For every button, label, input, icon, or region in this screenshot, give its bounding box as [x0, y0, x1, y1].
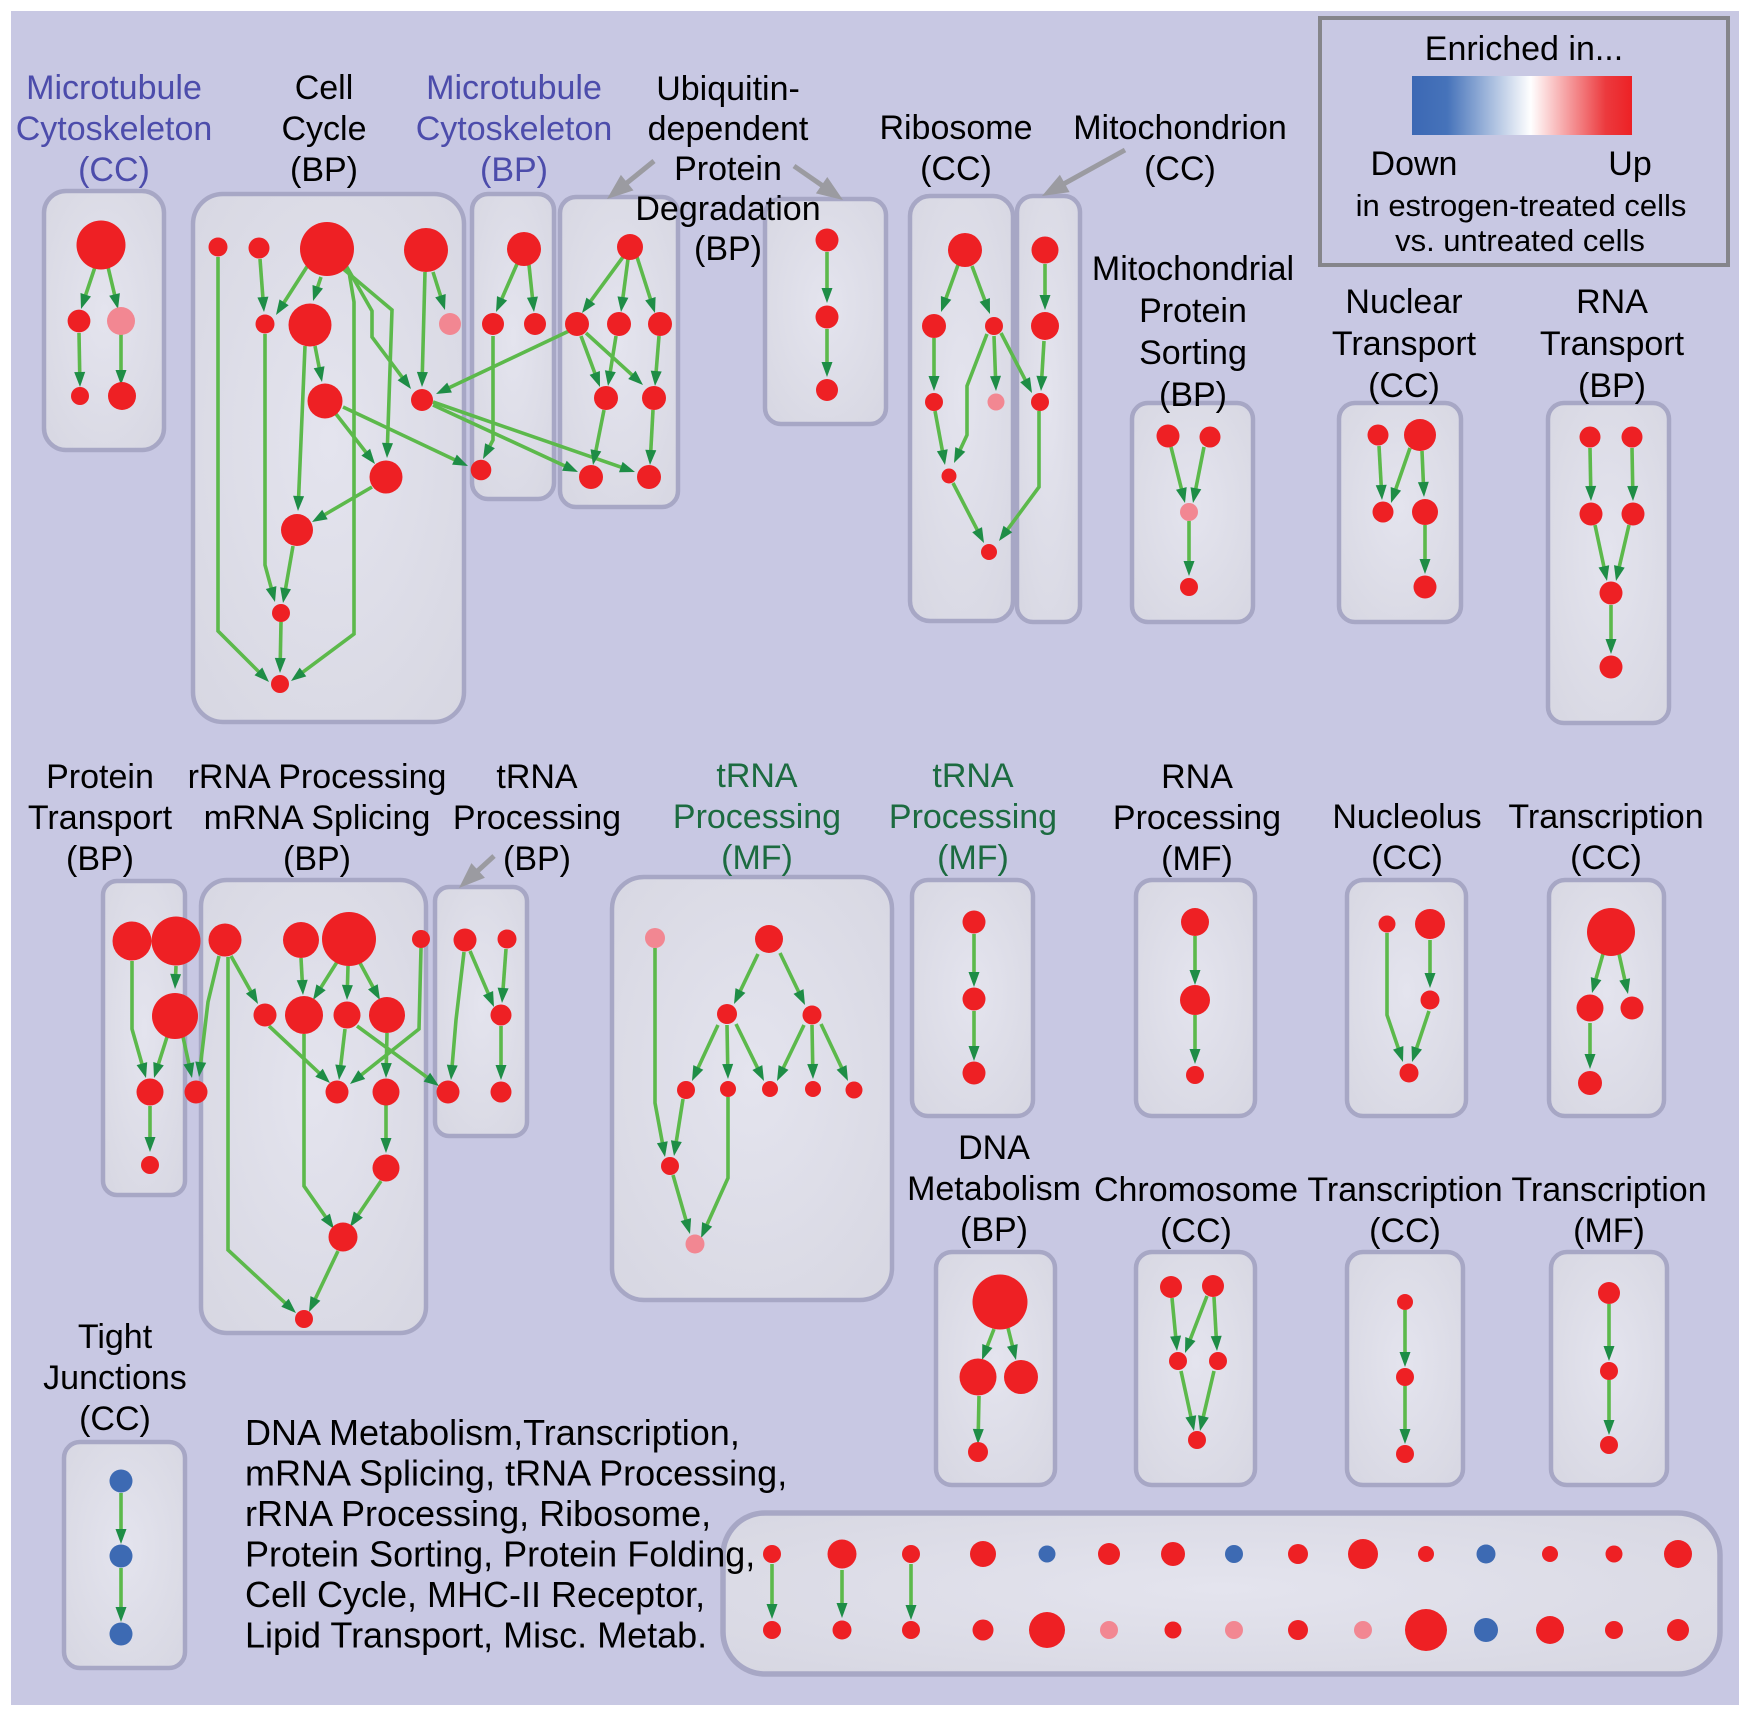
svg-text:(CC): (CC): [1570, 839, 1642, 877]
svg-text:(BP): (BP): [480, 151, 548, 189]
svg-text:(MF): (MF): [1573, 1212, 1645, 1250]
svg-text:Processing: Processing: [673, 798, 841, 836]
svg-text:(BP): (BP): [694, 230, 762, 268]
svg-text:(BP): (BP): [66, 840, 134, 878]
svg-text:Chromosome: Chromosome: [1094, 1171, 1298, 1209]
svg-text:Down: Down: [1371, 145, 1458, 183]
svg-text:(MF): (MF): [1161, 840, 1233, 878]
svg-text:Sorting: Sorting: [1139, 334, 1247, 372]
svg-text:Protein Sorting, Protein Foldi: Protein Sorting, Protein Folding,: [245, 1534, 755, 1575]
svg-text:Metabolism: Metabolism: [907, 1170, 1081, 1208]
svg-text:Lipid Transport, Misc. Metab.: Lipid Transport, Misc. Metab.: [245, 1615, 707, 1656]
svg-text:Transport: Transport: [1332, 325, 1477, 363]
svg-text:Protein: Protein: [674, 150, 782, 188]
svg-text:Transport: Transport: [28, 799, 173, 837]
svg-text:Cell Cycle, MHC-II Receptor,: Cell Cycle, MHC-II Receptor,: [245, 1574, 705, 1615]
svg-text:Cycle: Cycle: [281, 110, 366, 148]
svg-text:Transcription: Transcription: [1508, 798, 1703, 836]
svg-text:(BP): (BP): [503, 840, 571, 878]
svg-text:rRNA Processing: rRNA Processing: [188, 758, 447, 796]
svg-text:Transcription: Transcription: [1307, 1171, 1502, 1209]
svg-text:(BP): (BP): [1578, 367, 1646, 405]
svg-text:in estrogen-treated cells: in estrogen-treated cells: [1356, 188, 1687, 223]
svg-text:dependent: dependent: [648, 110, 809, 148]
svg-text:Nuclear: Nuclear: [1345, 283, 1462, 321]
svg-text:Transport: Transport: [1540, 325, 1685, 363]
svg-text:Cytoskeleton: Cytoskeleton: [416, 110, 613, 148]
svg-text:Mitochondrial: Mitochondrial: [1092, 250, 1294, 288]
svg-text:rRNA Processing, Ribosome,: rRNA Processing, Ribosome,: [245, 1493, 711, 1534]
svg-text:(CC): (CC): [1368, 367, 1440, 405]
svg-text:(BP): (BP): [960, 1211, 1028, 1249]
svg-text:DNA Metabolism,Transcription,: DNA Metabolism,Transcription,: [245, 1412, 740, 1453]
svg-text:Protein: Protein: [1139, 292, 1247, 330]
svg-text:Nucleolus: Nucleolus: [1332, 798, 1481, 836]
svg-text:(CC): (CC): [1160, 1212, 1232, 1250]
svg-text:Protein: Protein: [46, 758, 154, 796]
svg-text:Ribosome: Ribosome: [879, 109, 1032, 147]
svg-text:RNA: RNA: [1576, 283, 1648, 321]
svg-text:Enriched in...: Enriched in...: [1425, 30, 1623, 68]
svg-text:Microtubule: Microtubule: [426, 69, 602, 107]
svg-text:tRNA: tRNA: [716, 757, 798, 795]
svg-text:(BP): (BP): [1159, 376, 1227, 414]
svg-text:Cytoskeleton: Cytoskeleton: [16, 110, 213, 148]
svg-text:mRNA Splicing: mRNA Splicing: [204, 799, 431, 837]
svg-text:vs. untreated cells: vs. untreated cells: [1395, 223, 1645, 258]
svg-text:Tight: Tight: [78, 1318, 153, 1356]
svg-text:Processing: Processing: [453, 799, 621, 837]
svg-text:mRNA Splicing, tRNA Processing: mRNA Splicing, tRNA Processing,: [245, 1453, 787, 1494]
svg-text:Mitochondrion: Mitochondrion: [1073, 109, 1287, 147]
svg-text:(MF): (MF): [937, 839, 1009, 877]
svg-text:Processing: Processing: [889, 798, 1057, 836]
svg-text:(CC): (CC): [1144, 150, 1216, 188]
svg-text:(CC): (CC): [78, 151, 150, 189]
svg-text:(BP): (BP): [283, 840, 351, 878]
svg-text:Up: Up: [1608, 145, 1651, 183]
svg-text:(CC): (CC): [79, 1400, 151, 1438]
svg-text:Cell: Cell: [295, 69, 354, 107]
svg-text:DNA: DNA: [958, 1129, 1030, 1167]
svg-text:RNA: RNA: [1161, 758, 1233, 796]
svg-text:Processing: Processing: [1113, 799, 1281, 837]
svg-text:tRNA: tRNA: [496, 758, 578, 796]
svg-text:Transcription: Transcription: [1511, 1171, 1706, 1209]
svg-text:Microtubule: Microtubule: [26, 69, 202, 107]
svg-text:Junctions: Junctions: [43, 1359, 187, 1397]
svg-text:(MF): (MF): [721, 839, 793, 877]
svg-text:(CC): (CC): [920, 150, 992, 188]
svg-text:tRNA: tRNA: [932, 757, 1014, 795]
svg-text:Ubiquitin-: Ubiquitin-: [656, 70, 800, 108]
svg-text:(CC): (CC): [1369, 1212, 1441, 1250]
svg-text:(BP): (BP): [290, 151, 358, 189]
svg-text:Degradation: Degradation: [635, 190, 820, 228]
svg-text:(CC): (CC): [1371, 839, 1443, 877]
